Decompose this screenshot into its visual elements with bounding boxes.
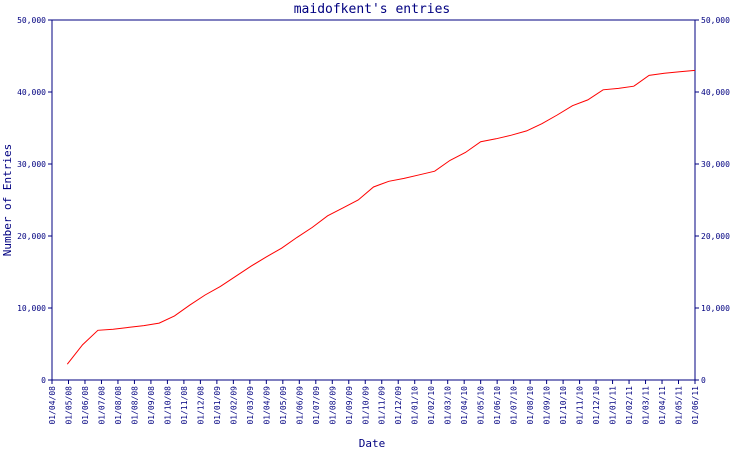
y-tick-label-right: 30,000 [701, 160, 730, 169]
x-tick-label: 01/08/08 [114, 386, 123, 425]
x-tick-label: 01/03/11 [642, 386, 651, 425]
x-tick-label: 01/10/10 [559, 386, 568, 425]
x-tick-label: 01/04/09 [262, 386, 271, 425]
x-tick-label: 01/09/08 [147, 386, 156, 425]
x-tick-label: 01/08/10 [526, 386, 535, 425]
x-tick-label: 01/11/09 [378, 386, 387, 425]
y-axis-label: Number of Entries [1, 144, 14, 257]
x-axis-label: Date [359, 437, 386, 450]
x-tick-label: 01/07/09 [312, 386, 321, 425]
x-tick-label: 01/05/08 [64, 386, 73, 425]
plot-frame [51, 19, 696, 381]
x-tick-label: 01/11/08 [180, 386, 189, 425]
x-tick-label: 01/01/09 [213, 386, 222, 425]
x-tick-label: 01/11/10 [576, 386, 585, 425]
x-tick-label: 01/01/10 [411, 386, 420, 425]
x-tick-label: 01/02/10 [427, 386, 436, 425]
x-tick-label: 01/12/08 [196, 386, 205, 425]
y-tick-label-left: 40,000 [17, 88, 46, 97]
y-tick-label-right: 50,000 [701, 16, 730, 25]
x-tick-label: 01/02/09 [229, 386, 238, 425]
x-tick-label: 01/10/09 [361, 386, 370, 425]
x-tick-label: 01/04/11 [658, 386, 667, 425]
x-tick-label: 01/12/10 [592, 386, 601, 425]
x-tick-label: 01/05/10 [477, 386, 486, 425]
y-tick-label-left: 20,000 [17, 232, 46, 241]
x-tick-label: 01/10/08 [163, 386, 172, 425]
y-tick-label-left: 50,000 [17, 16, 46, 25]
x-tick-label: 01/01/11 [609, 386, 618, 425]
x-tick-label: 01/06/08 [81, 386, 90, 425]
x-tick-label: 01/03/10 [444, 386, 453, 425]
y-tick-label-left: 0 [41, 376, 46, 385]
x-tick-label: 01/06/11 [691, 386, 700, 425]
x-tick-label: 01/07/08 [97, 386, 106, 425]
y-tick-label-left: 10,000 [17, 304, 46, 313]
y-tick-label-right: 10,000 [701, 304, 730, 313]
x-tick-label: 01/04/10 [460, 386, 469, 425]
x-tick-label: 01/07/10 [510, 386, 519, 425]
x-tick-label: 01/05/11 [675, 386, 684, 425]
x-tick-label: 01/02/11 [625, 386, 634, 425]
x-tick-label: 01/08/08 [130, 386, 139, 425]
x-tick-label: 01/09/10 [543, 386, 552, 425]
x-tick-label: 01/09/09 [345, 386, 354, 425]
x-tick-label: 01/06/10 [493, 386, 502, 425]
y-tick-label-right: 0 [701, 376, 706, 385]
series-line [66, 69, 696, 365]
x-tick-label: 01/05/09 [279, 386, 288, 425]
chart-title: maidofkent's entries [294, 2, 451, 17]
x-tick-label: 01/04/08 [48, 386, 57, 425]
x-tick-label: 01/06/09 [295, 386, 304, 425]
y-tick-label-left: 30,000 [17, 160, 46, 169]
y-tick-label-right: 40,000 [701, 88, 730, 97]
x-tick-label: 01/12/09 [394, 386, 403, 425]
x-tick-label: 01/03/09 [246, 386, 255, 425]
x-tick-label: 01/08/09 [328, 386, 337, 425]
y-tick-label-right: 20,000 [701, 232, 730, 241]
